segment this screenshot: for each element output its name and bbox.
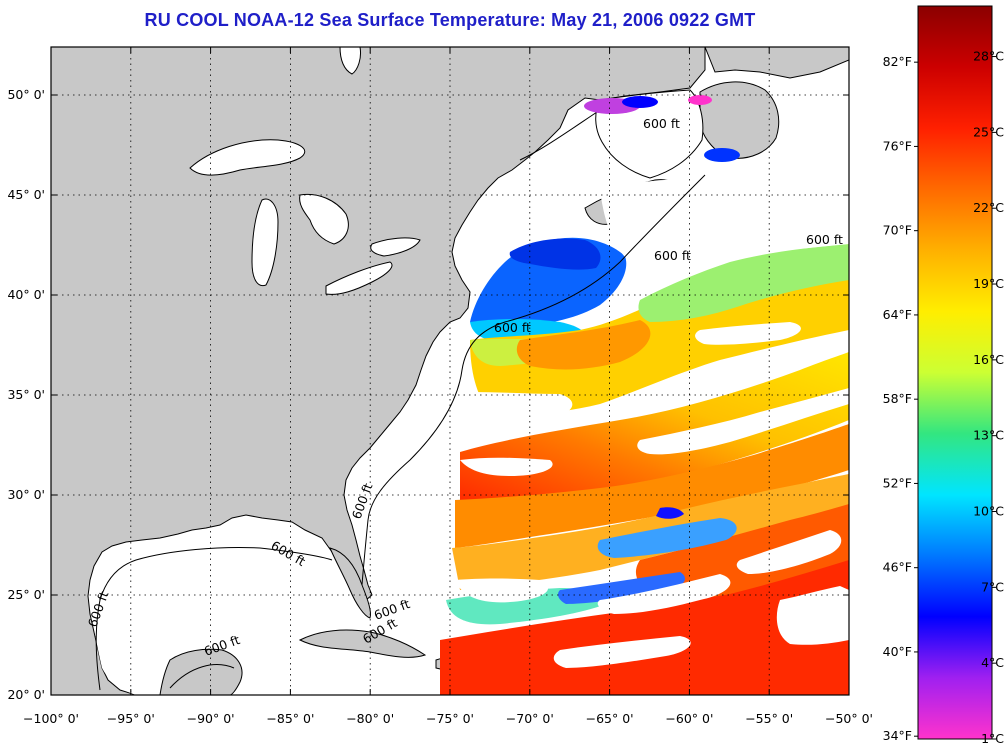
colorbar-c-label: 13°C (973, 428, 1004, 443)
isobath-label-1: 600 ft (643, 116, 680, 131)
axis-ticks (50, 47, 850, 696)
longitude-labels: −100° 0' −95° 0' −90° 0' −85° 0' −80° 0' −75°… (23, 711, 873, 726)
sst-st-lawrence (584, 95, 770, 192)
colorbar-f-label: 76°F (883, 138, 912, 153)
lon-tick-label: −55° 0' (745, 711, 793, 726)
colorbar-c-label: 16°C (973, 352, 1004, 367)
lat-tick-label: 30° 0' (7, 487, 45, 502)
colorbar-f-label: 40°F (883, 644, 912, 659)
cuba-land (298, 629, 427, 658)
lat-tick-label: 50° 0' (7, 87, 45, 102)
lon-tick-label: −85° 0' (266, 711, 314, 726)
colorbar-f-label: 64°F (883, 307, 912, 322)
colorbar-celsius-labels: 1°C 4°C 7°C 10°C 13°C 16°C 19°C 22°C 25°C 28°C (973, 49, 1004, 746)
sst-mid-atlantic (470, 244, 849, 414)
lon-tick-label: −50° 0' (825, 711, 873, 726)
cloud-cover (455, 178, 849, 668)
sst-gulf-of-maine (470, 237, 627, 344)
colorbar-c-label: 28°C (973, 49, 1004, 64)
colorbar-fahrenheit-labels: 34°F 40°F 46°F 52°F 58°F 64°F 70°F 76°F 82°F (883, 54, 918, 743)
sst-sargasso-south (440, 504, 849, 695)
colorbar (917, 5, 993, 740)
colorbar-f-label: 58°F (883, 391, 912, 406)
yucatan-land (159, 648, 243, 695)
lake-ontario (370, 237, 421, 257)
colorbar-f-label: 82°F (883, 54, 912, 69)
lon-tick-label: −65° 0' (586, 711, 634, 726)
colorbar-f-label: 70°F (883, 223, 912, 238)
colorbar-f-label: 34°F (883, 728, 912, 743)
lake-michigan (251, 198, 279, 287)
lon-tick-label: −80° 0' (346, 711, 394, 726)
lon-tick-label: −100° 0' (23, 711, 79, 726)
isobath-label-4: 600 ft (806, 232, 843, 247)
isobath-label-2: 600 ft (654, 248, 691, 263)
colorbar-f-label: 46°F (883, 560, 912, 575)
map-title: RU COOL NOAA-12 Sea Surface Temperature:… (144, 10, 756, 30)
james-bay (339, 47, 361, 75)
lon-tick-label: −95° 0' (107, 711, 155, 726)
map-area: 600 ft 600 ft 600 ft 600 ft 600 ft 600 f… (51, 47, 849, 695)
isobath-label-3: 600 ft (494, 320, 531, 335)
isobath-600ft (95, 174, 706, 691)
florida-land (329, 547, 371, 619)
lat-tick-label: 20° 0' (7, 687, 45, 702)
colorbar-c-label: 4°C (981, 655, 1004, 670)
lake-superior (189, 139, 306, 176)
lat-tick-label: 25° 0' (7, 587, 45, 602)
lon-tick-label: −60° 0' (665, 711, 713, 726)
colorbar-c-label: 25°C (973, 124, 1004, 139)
lon-tick-label: −70° 0' (506, 711, 554, 726)
graticule (51, 47, 849, 695)
lon-tick-label: −75° 0' (426, 711, 474, 726)
st-lawrence-estuary (519, 109, 601, 161)
colorbar-f-label: 52°F (883, 475, 912, 490)
labrador-land (704, 47, 849, 79)
colorbar-c-label: 1°C (981, 731, 1004, 746)
lat-tick-label: 45° 0' (7, 187, 45, 202)
lake-huron (299, 193, 349, 245)
colorbar-c-label: 10°C (973, 504, 1004, 519)
lat-tick-label: 35° 0' (7, 387, 45, 402)
lon-tick-label: −90° 0' (187, 711, 235, 726)
lat-tick-label: 40° 0' (7, 287, 45, 302)
colorbar-c-label: 22°C (973, 200, 1004, 215)
lake-erie (325, 261, 393, 295)
colorbar-c-label: 7°C (981, 579, 1004, 594)
gulf-of-mexico-water (92, 543, 344, 695)
latitude-labels: 20° 0' 25° 0' 30° 0' 35° 0' 40° 0' 45° 0' 50° … (7, 87, 45, 702)
colorbar-c-label: 19°C (973, 276, 1004, 291)
